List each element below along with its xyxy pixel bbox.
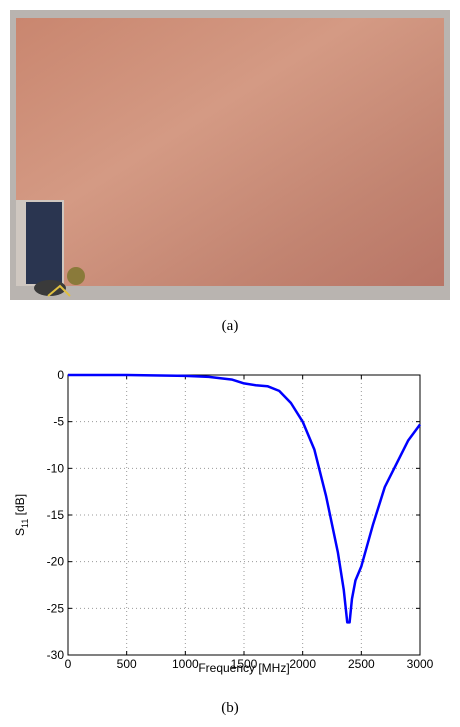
y-axis-label: [dB] [13, 494, 27, 519]
y-tick-label: 0 [57, 368, 64, 382]
x-tick-label: 1000 [172, 657, 199, 671]
plot-frame [67, 374, 421, 656]
caption: (a) [222, 318, 239, 334]
y-tick-label: -30 [47, 648, 65, 662]
x-axis-label: Frequency [MHz] [198, 661, 289, 675]
y-tick-label: -20 [47, 555, 65, 569]
y-axis-label: S11 [dB] [13, 494, 30, 536]
y-tick-label: -10 [47, 461, 65, 475]
x-tick-label: 1500 [231, 657, 258, 671]
data-line [68, 373, 422, 624]
x-tick-label: 0 [65, 657, 72, 671]
x-tick-label: 3000 [407, 657, 434, 671]
y-tick-label: -5 [53, 415, 64, 429]
caption: (b) [221, 700, 239, 716]
photo [10, 10, 450, 300]
x-tick-label: 500 [117, 657, 137, 671]
x-tick-label: 2500 [348, 657, 375, 671]
y-tick-label: -25 [47, 601, 65, 615]
y-axis-label: 11 [20, 519, 30, 528]
x-tick-label: 2000 [289, 657, 316, 671]
y-tick-label: -15 [47, 508, 65, 522]
y-axis-label: S [13, 528, 27, 536]
